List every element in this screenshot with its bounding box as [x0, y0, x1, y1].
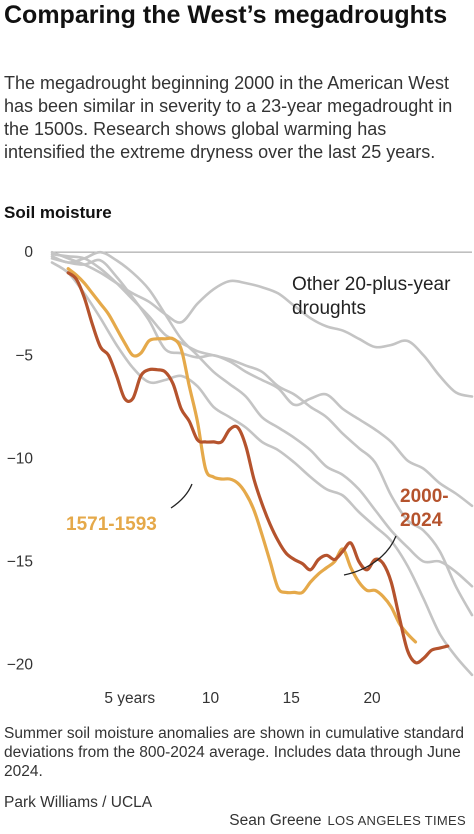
highlighted-droughts-lines — [66, 267, 450, 665]
line-chart: 0 −5 −10 −15 −20 5 years 10 15 20 Other 20-plus-… — [7, 244, 474, 706]
y-tick-label: 0 — [24, 244, 33, 261]
author-name: Sean Greene — [229, 812, 322, 829]
x-tick-label: 10 — [202, 690, 220, 706]
other-drought-line — [50, 252, 474, 617]
other-drought-line — [50, 261, 474, 677]
y-tick-label: −20 — [7, 657, 34, 674]
chart-annotations: Other 20-plus-year droughts 1571-1593 2000-… — [66, 274, 451, 576]
source-credit: Park Williams / UCLA — [4, 794, 153, 811]
label-2000-2024: 2000- 2024 — [400, 486, 449, 531]
y-tick-label: −15 — [7, 554, 33, 571]
y-tick-label: −10 — [7, 450, 34, 467]
y-axis-label: Soil moisture — [4, 203, 112, 222]
other-drought-line — [50, 257, 474, 508]
other-droughts-label: Other 20-plus-year droughts — [292, 274, 451, 319]
other-drought-line — [50, 250, 474, 588]
other-droughts-label-line: Other 20-plus-year — [292, 274, 451, 295]
drought-2000-2024-line — [66, 271, 450, 665]
label-2000-2024-line: 2000- — [400, 486, 449, 507]
x-tick-label: 15 — [283, 690, 300, 706]
x-tick-label: 5 years — [104, 690, 155, 706]
drought-1571-1593-line — [66, 267, 418, 644]
byline: Sean Greene LOS ANGELES TIMES — [229, 812, 466, 830]
other-droughts-lines — [50, 250, 474, 677]
chart-axes: 0 −5 −10 −15 −20 5 years 10 15 20 — [7, 244, 472, 706]
publisher-brand: LOS ANGELES TIMES — [327, 813, 466, 828]
label-2000-2024-line: 2024 — [400, 510, 443, 531]
chart-subtitle: The megadrought beginning 2000 in the Am… — [4, 73, 453, 162]
leader-2000-2024 — [343, 535, 397, 576]
chart-title: Comparing the West’s megadroughts — [4, 1, 448, 29]
chart-note: Summer soil moisture anomalies are shown… — [4, 725, 465, 780]
label-1571-1593: 1571-1593 — [66, 514, 157, 535]
x-tick-label: 20 — [363, 690, 381, 706]
leader-1571-1593 — [170, 483, 193, 509]
y-tick-label: −5 — [15, 347, 33, 364]
other-droughts-label-line: droughts — [292, 298, 366, 319]
